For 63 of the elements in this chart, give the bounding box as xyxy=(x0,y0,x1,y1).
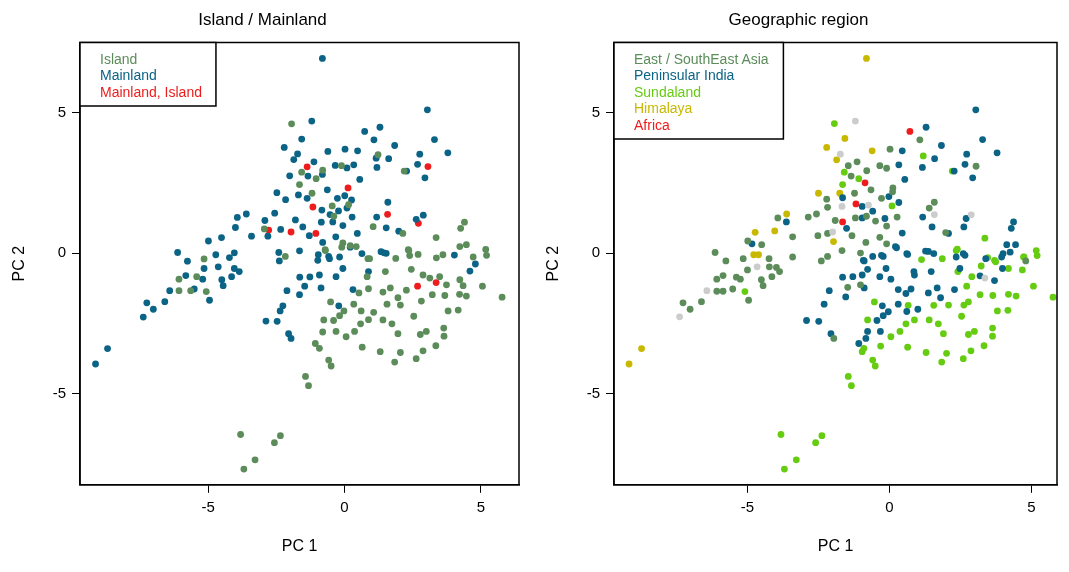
point xyxy=(868,147,876,155)
y-axis-title: PC 2 xyxy=(10,245,28,282)
point xyxy=(838,203,846,210)
y-tick-label: -5 xyxy=(586,383,600,401)
point xyxy=(309,203,317,211)
point xyxy=(981,274,989,282)
y-tick-label: 5 xyxy=(591,102,600,120)
point xyxy=(815,189,822,197)
point xyxy=(384,210,391,218)
point xyxy=(432,279,440,286)
text: Himalaya xyxy=(634,100,693,117)
point xyxy=(823,144,831,151)
chart-title: Geographic region xyxy=(728,9,869,29)
point xyxy=(312,230,320,237)
x-tick-label: -5 xyxy=(201,497,215,515)
text: Mainland, Island xyxy=(100,83,202,100)
point xyxy=(287,228,295,236)
point xyxy=(424,163,432,170)
point xyxy=(863,55,870,62)
x-tick-label: -5 xyxy=(740,497,755,515)
x-tick-label: 5 xyxy=(476,497,485,515)
y-tick-label: 0 xyxy=(57,243,66,261)
text: Sundaland xyxy=(634,83,701,100)
point xyxy=(967,211,975,219)
point xyxy=(836,150,844,158)
point xyxy=(851,117,859,125)
point xyxy=(930,211,938,218)
point xyxy=(783,210,791,218)
point xyxy=(829,228,837,236)
point xyxy=(703,287,711,295)
point xyxy=(833,156,841,164)
x-tick-label: 0 xyxy=(340,497,349,515)
chart-title: Island / Mainland xyxy=(198,9,327,29)
text: Africa xyxy=(634,116,670,133)
point xyxy=(771,227,779,235)
point xyxy=(753,263,761,271)
x-tick-label: 0 xyxy=(885,497,894,515)
y-tick-label: 5 xyxy=(57,102,66,120)
x-axis-title: PC 1 xyxy=(817,536,854,554)
point xyxy=(755,251,762,259)
x-tick-label: 5 xyxy=(1027,497,1036,515)
point xyxy=(344,184,352,192)
point xyxy=(839,218,846,226)
text: Island xyxy=(100,50,138,67)
y-tick-label: 0 xyxy=(591,243,600,261)
point xyxy=(906,128,914,135)
point xyxy=(841,135,849,142)
point xyxy=(830,238,837,245)
point xyxy=(676,313,683,321)
point xyxy=(414,282,421,290)
text: Mainland xyxy=(100,67,157,84)
text: Peninsular India xyxy=(634,67,735,84)
point xyxy=(751,228,759,236)
point xyxy=(852,200,860,208)
text: East / SouthEast Asia xyxy=(634,50,769,67)
point xyxy=(861,179,869,187)
y-tick-label: -5 xyxy=(52,383,66,401)
point xyxy=(625,360,633,368)
point xyxy=(303,163,311,171)
x-axis-title: PC 1 xyxy=(281,536,318,554)
y-axis-title: PC 2 xyxy=(544,245,562,282)
point xyxy=(865,201,872,209)
point xyxy=(638,345,645,352)
